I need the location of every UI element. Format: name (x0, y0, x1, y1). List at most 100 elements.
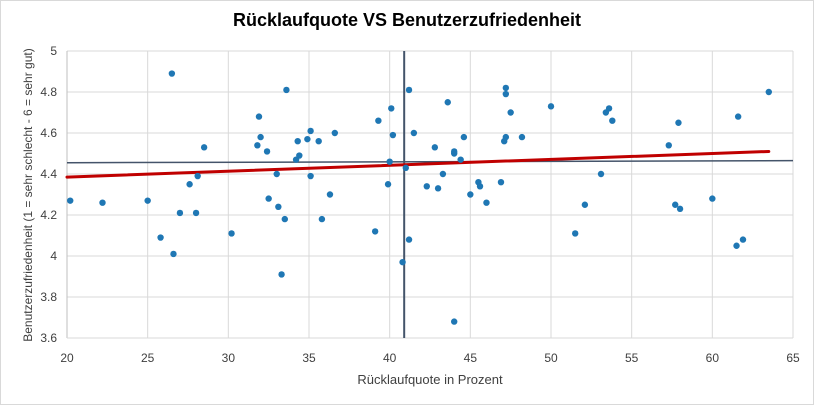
data-point (255, 113, 263, 120)
data-point (402, 164, 409, 172)
data-point (423, 183, 430, 190)
trendline-layer (65, 149, 771, 179)
data-point (192, 209, 200, 217)
data-point (388, 105, 395, 112)
gridlines (66, 50, 794, 339)
x-tick-label: 35 (302, 351, 316, 365)
data-point (507, 109, 514, 116)
x-tick-label: 20 (60, 351, 74, 365)
y-tick-label: 4.4 (40, 167, 57, 181)
y-tick-label: 4.8 (40, 85, 57, 99)
x-tick-label: 25 (141, 351, 155, 365)
data-point (194, 172, 201, 180)
data-point (144, 197, 151, 204)
tick-labels: 20 25 30 35 40 45 50 55 60 65 3.6 3.8 4 4.2 4.4 4.6 4.8 5 (40, 44, 800, 365)
data-point (410, 129, 418, 137)
data-point (281, 215, 288, 223)
data-point (502, 133, 510, 141)
data-point (273, 170, 280, 178)
data-point (451, 318, 458, 325)
data-point (460, 133, 468, 141)
data-point (200, 144, 208, 151)
data-point (176, 209, 184, 217)
data-point (331, 129, 339, 137)
data-point (502, 90, 510, 98)
data-point (675, 119, 682, 126)
x-tick-label: 40 (383, 351, 397, 365)
chart-title: Rücklaufquote VS Benutzerzufriedenheit (232, 10, 582, 30)
x-tick-label: 55 (625, 351, 639, 365)
x-tick-label: 60 (706, 351, 720, 365)
y-tick-label: 4.6 (40, 126, 57, 140)
data-point (186, 181, 193, 188)
data-point (386, 158, 393, 165)
data-point (451, 148, 458, 155)
data-point (307, 127, 314, 135)
data-point (278, 271, 285, 278)
data-point (375, 117, 382, 124)
axes (66, 51, 793, 339)
data-point (676, 205, 684, 213)
data-point (665, 142, 672, 149)
data-point (294, 138, 301, 145)
data-point (67, 197, 74, 204)
data-point (384, 181, 392, 188)
data-point (275, 203, 282, 210)
data-point (405, 236, 413, 243)
data-point (502, 84, 510, 92)
y-axis-label: Benutzerzufriedenheit (1 = sehr schlecht… (21, 48, 35, 342)
data-point (581, 201, 589, 208)
data-point (168, 70, 176, 77)
data-point (439, 170, 447, 178)
data-point (483, 199, 490, 206)
data-point (257, 133, 264, 141)
trendline (65, 149, 771, 179)
data-point (444, 99, 451, 106)
data-point (431, 144, 439, 151)
data-point (672, 201, 679, 208)
data-point (467, 191, 474, 198)
data-point (170, 250, 177, 258)
data-point (572, 230, 579, 237)
data-point (709, 195, 716, 202)
x-tick-label: 45 (464, 351, 478, 365)
x-tick-label: 65 (786, 351, 800, 365)
data-point (371, 228, 379, 235)
y-tick-label: 5 (50, 44, 57, 58)
data-point (765, 88, 772, 96)
data-point (457, 156, 464, 163)
data-point (734, 113, 742, 120)
data-point (307, 172, 314, 180)
horizontal-reference-line (66, 159, 794, 164)
y-tick-label: 3.8 (40, 290, 57, 304)
y-tick-label: 4 (50, 249, 57, 263)
data-point (389, 131, 397, 139)
data-point (318, 215, 326, 223)
data-point (739, 236, 747, 243)
data-point (518, 133, 526, 141)
data-point (476, 183, 484, 190)
data-point (296, 152, 303, 159)
data-point (597, 170, 605, 178)
data-point (265, 195, 272, 202)
data-point (228, 230, 235, 237)
data-point (399, 258, 406, 266)
y-tick-label: 3.6 (40, 331, 57, 345)
data-point (326, 191, 334, 198)
data-point (157, 234, 164, 241)
data-points (67, 70, 772, 325)
data-point (434, 185, 442, 192)
x-tick-label: 30 (222, 351, 236, 365)
reference-lines (66, 51, 794, 338)
data-point (605, 105, 613, 112)
data-point (315, 138, 322, 145)
data-point (99, 199, 106, 206)
x-axis-label: Rücklaufquote in Prozent (357, 372, 503, 387)
data-point (263, 148, 271, 155)
data-point (405, 86, 413, 94)
data-point (304, 135, 311, 143)
y-tick-label: 4.2 (40, 208, 57, 222)
data-point (733, 242, 740, 249)
x-tick-label: 50 (544, 351, 558, 365)
